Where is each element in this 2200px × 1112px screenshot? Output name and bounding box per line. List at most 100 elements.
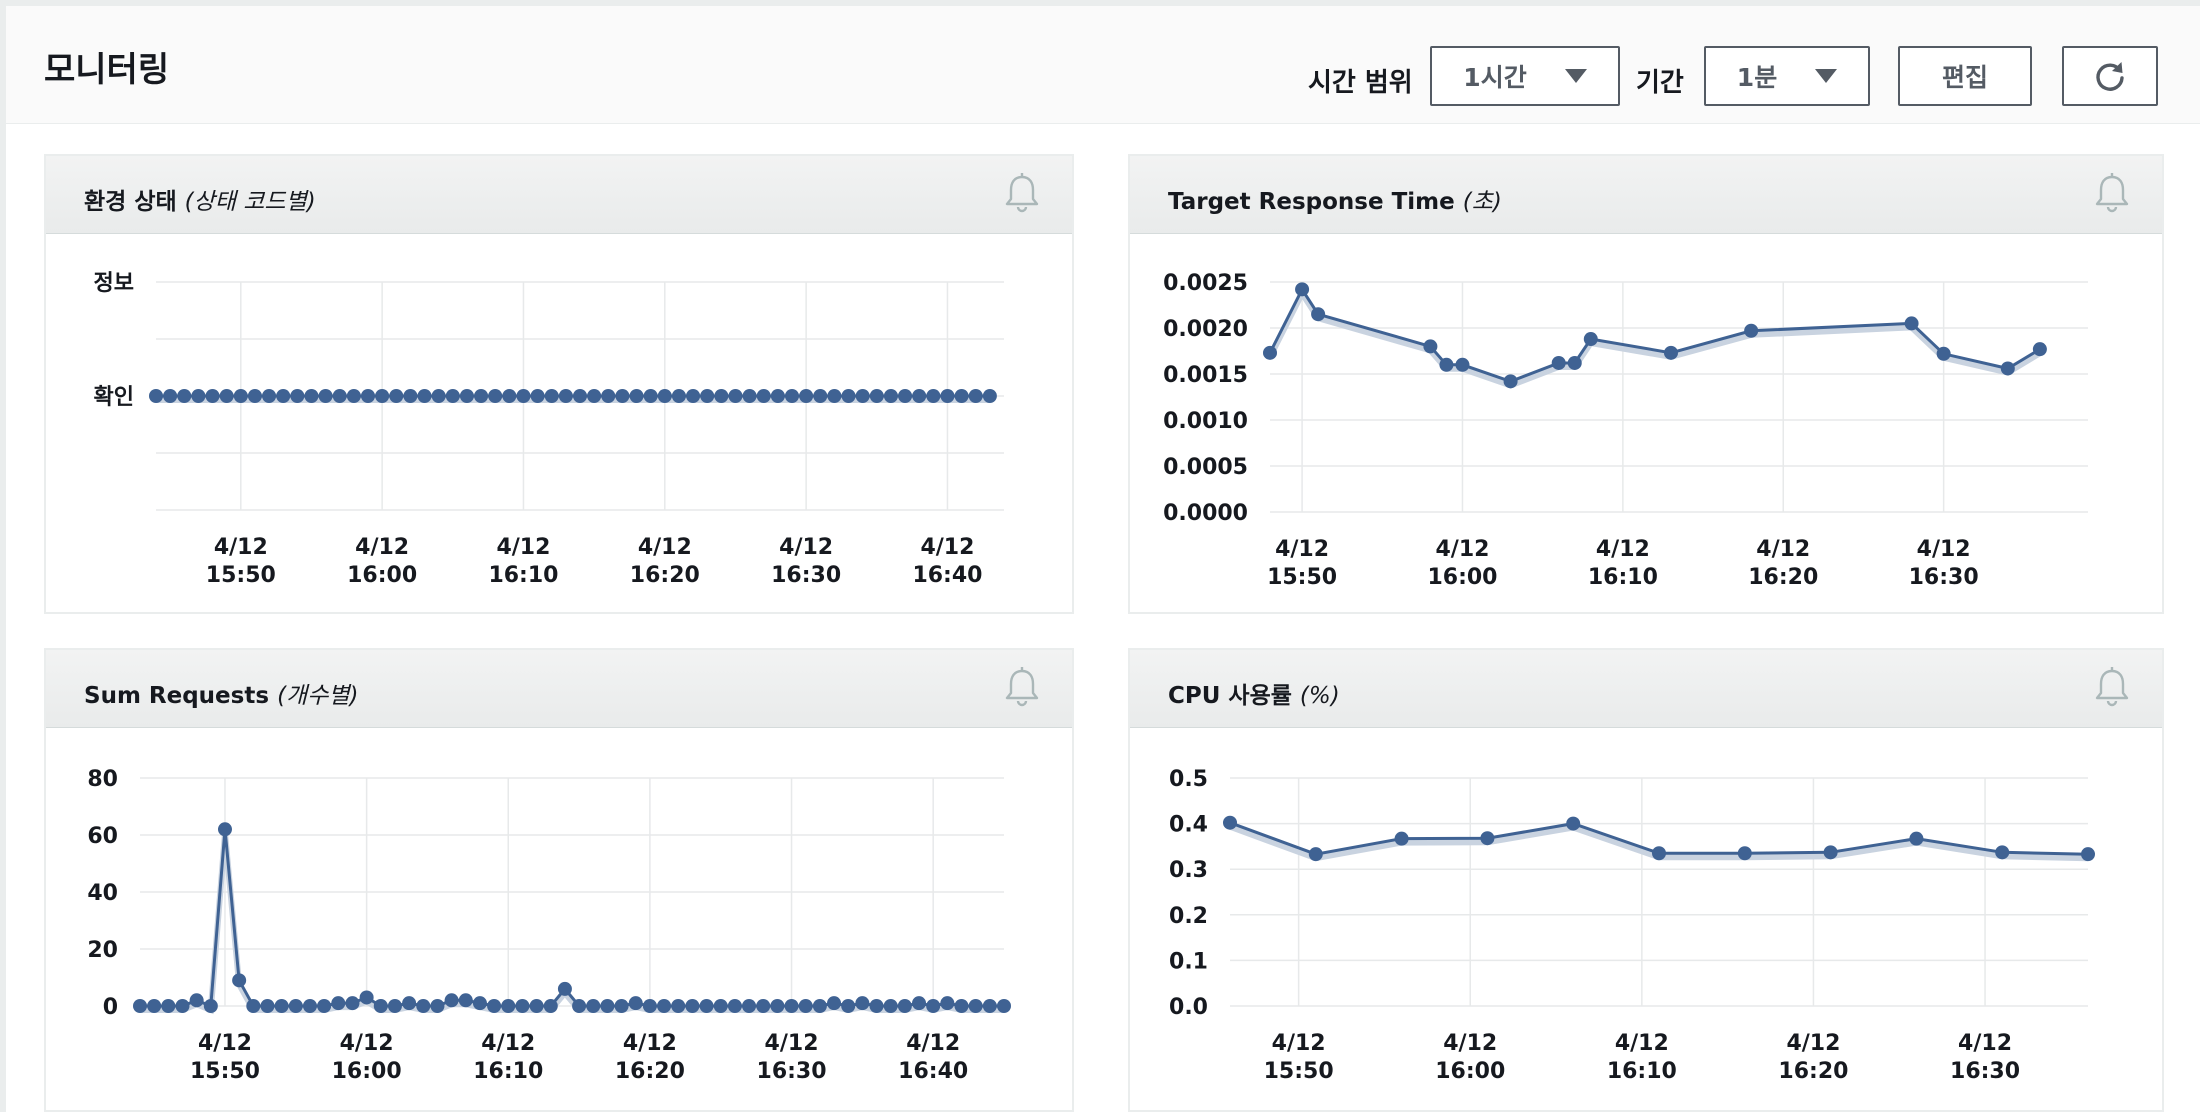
refresh-button[interactable]: [2062, 46, 2158, 106]
time-range-dropdown[interactable]: 1시간: [1430, 46, 1620, 106]
data-point: [756, 389, 771, 403]
x-tick-time: 16:10: [1588, 565, 1658, 590]
requests-panel: Sum Requests (개수별) 0 20 40 60 80 4/12 15:50 4/1…: [44, 648, 1074, 1112]
x-tick-time: 16:30: [1909, 565, 1979, 590]
response-time-chart: 0.0000 0.0005 0.0010 0.0015 0.0020 0.0025 4/12…: [1163, 271, 2088, 590]
data-point: [217, 822, 232, 837]
data-point: [373, 999, 388, 1013]
data-point: [459, 389, 474, 403]
data-point: [926, 999, 941, 1013]
data-point: [304, 389, 319, 403]
y-tick-label: 60: [87, 824, 118, 849]
data-point: [982, 999, 997, 1013]
data-point: [205, 389, 220, 403]
x-tick-date: 4/12: [481, 1031, 535, 1056]
edit-button[interactable]: 편집: [1898, 46, 2032, 106]
monitoring-header: 모니터링 시간 범위 1시간 기간 1분 편집: [6, 6, 2200, 124]
data-point: [274, 999, 289, 1013]
data-point: [798, 999, 813, 1013]
data-point: [430, 999, 445, 1013]
data-point: [260, 999, 275, 1013]
data-point: [1995, 845, 2010, 860]
data-point: [713, 999, 728, 1013]
data-point: [586, 999, 601, 1013]
data-point: [233, 389, 248, 403]
y-tick-label: 0.0005: [1163, 455, 1248, 480]
data-point: [601, 389, 616, 403]
x-tick-date: 4/12: [1275, 537, 1329, 562]
x-tick-time: 15:50: [190, 1059, 260, 1084]
panel-header: CPU 사용률 (%): [1130, 650, 2162, 728]
data-point: [302, 999, 317, 1013]
data-point: [361, 389, 375, 403]
data-point: [728, 389, 743, 403]
data-point: [883, 389, 898, 403]
x-tick-time: 16:20: [615, 1059, 685, 1084]
y-category-label: 확인: [94, 385, 134, 410]
data-point: [2000, 361, 2015, 376]
data-point: [189, 993, 204, 1008]
y-tick-label: 0.0015: [1163, 363, 1248, 388]
data-point: [516, 389, 531, 403]
data-point: [572, 999, 587, 1013]
data-point: [940, 389, 955, 403]
x-tick-date: 4/12: [1596, 537, 1650, 562]
x-tick-date: 4/12: [1917, 537, 1971, 562]
data-point: [375, 389, 390, 403]
x-tick-time: 16:30: [757, 1059, 827, 1084]
data-point: [657, 999, 672, 1013]
data-point: [629, 389, 644, 403]
data-point: [940, 996, 955, 1011]
x-tick-date: 4/12: [1615, 1031, 1669, 1056]
data-point: [897, 999, 912, 1013]
data-point: [2081, 847, 2095, 862]
data-point: [431, 389, 446, 403]
data-point: [982, 389, 997, 403]
bell-icon[interactable]: [2092, 666, 2132, 710]
data-point: [1904, 316, 1919, 331]
data-point: [472, 996, 487, 1011]
cpu-chart: 0.0 0.1 0.2 0.3 0.4 0.5 4/12 15:50 4/12 16:00 4/12…: [1169, 767, 2095, 1084]
y-tick-label: 0.0020: [1163, 317, 1248, 342]
data-point: [219, 389, 234, 403]
caret-down-icon: [1815, 69, 1838, 83]
x-tick-time: 15:50: [1267, 565, 1337, 590]
data-point: [474, 389, 489, 403]
data-point: [163, 389, 178, 403]
data-point: [332, 389, 347, 403]
data-point: [770, 999, 785, 1013]
data-point: [1737, 846, 1752, 861]
data-point: [997, 999, 1011, 1013]
data-point: [642, 999, 657, 1013]
data-point: [968, 389, 983, 403]
x-tick-date: 4/12: [638, 535, 692, 560]
data-point: [770, 389, 785, 403]
y-tick-label: 0.2: [1169, 904, 1208, 929]
x-tick-date: 4/12: [355, 535, 409, 560]
panel-header: 환경 상태 (상태 코드별): [46, 156, 1072, 234]
data-point: [147, 999, 162, 1013]
data-point: [345, 996, 360, 1011]
data-point: [149, 389, 163, 403]
panel-title: 환경 상태 (상태 코드별): [84, 189, 316, 215]
data-point: [657, 389, 672, 403]
x-tick-time: 15:50: [206, 563, 276, 588]
data-point: [488, 389, 503, 403]
period-dropdown[interactable]: 1분: [1704, 46, 1870, 106]
x-tick-date: 4/12: [920, 535, 974, 560]
panel-header: Target Response Time (초): [1130, 156, 2162, 234]
data-point: [671, 999, 686, 1013]
bell-icon[interactable]: [1002, 172, 1042, 216]
data-point: [444, 993, 459, 1008]
data-point: [1909, 831, 1924, 846]
data-point: [318, 389, 333, 403]
data-point: [133, 999, 147, 1013]
time-range-label: 시간 범위: [1308, 68, 1413, 98]
y-tick-label: 0.0010: [1163, 409, 1248, 434]
bell-icon[interactable]: [1002, 666, 1042, 710]
data-point: [1744, 323, 1759, 338]
bell-icon[interactable]: [2092, 172, 2132, 216]
data-point: [926, 389, 941, 403]
response-time-panel: Target Response Time (초) 0.0000 0.0005 0.0…: [1128, 154, 2164, 614]
